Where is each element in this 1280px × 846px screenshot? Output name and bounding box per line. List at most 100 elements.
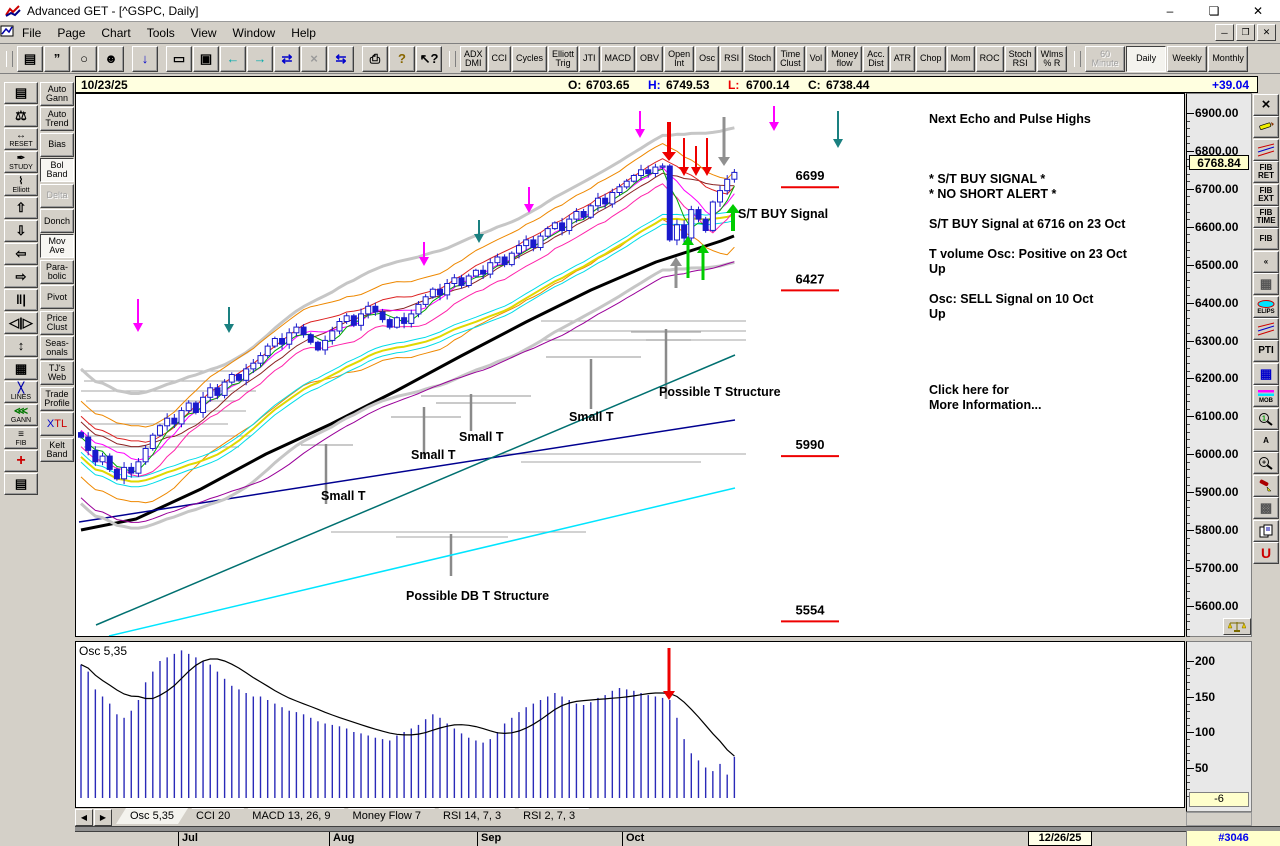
menu-file[interactable]: File bbox=[22, 25, 42, 40]
study-seas-onals[interactable]: Seas- onals bbox=[40, 336, 74, 360]
study-mov-ave[interactable]: Mov Ave bbox=[40, 234, 74, 259]
tab-cci-20[interactable]: CCI 20 bbox=[182, 808, 244, 824]
indicator-money-flow[interactable]: Money flow bbox=[827, 45, 863, 72]
magnet-button[interactable]: U bbox=[1253, 542, 1279, 564]
quotes-icon[interactable]: ” bbox=[44, 45, 70, 72]
menu-tools[interactable]: Tools bbox=[146, 25, 175, 40]
fib-extension-button[interactable]: FIB EXT bbox=[1253, 183, 1279, 206]
pages-icon[interactable] bbox=[1253, 519, 1279, 542]
indicator-macd[interactable]: MACD bbox=[600, 45, 636, 72]
fib-time-button[interactable]: FIB TIME bbox=[1253, 206, 1279, 228]
grid-icon[interactable]: ▦ bbox=[4, 358, 38, 380]
fib-circle-button[interactable]: FIB bbox=[1253, 228, 1279, 251]
save-page-icon[interactable]: ▣ bbox=[193, 45, 219, 72]
zoom-in-icon[interactable]: + bbox=[1253, 452, 1279, 475]
tab-osc-5-35[interactable]: Osc 5,35 bbox=[116, 808, 188, 824]
study-auto-trend[interactable]: Auto Trend bbox=[40, 107, 74, 132]
grid-blue-icon[interactable]: ▦ bbox=[1253, 362, 1279, 385]
period-monthly[interactable]: Monthly bbox=[1208, 45, 1249, 72]
mob-button[interactable]: MOB bbox=[1253, 385, 1279, 408]
arrow-fan-icon[interactable]: « bbox=[1253, 250, 1279, 273]
tab-macd-13-26-9[interactable]: MACD 13, 26, 9 bbox=[238, 808, 344, 824]
indicator-wlms-r[interactable]: Wlms % R bbox=[1036, 45, 1068, 72]
arrow-right-icon[interactable]: ⇨ bbox=[4, 266, 38, 288]
indicator-chop[interactable]: Chop bbox=[916, 45, 946, 72]
expand-horizontal-icon[interactable]: ◁|▷ bbox=[4, 312, 38, 334]
grid-gray-icon[interactable]: ▦ bbox=[1253, 273, 1279, 296]
fib-retracement-button[interactable]: FIB RET bbox=[1253, 161, 1279, 184]
new-page-icon[interactable]: ▭ bbox=[166, 45, 192, 72]
elliott-icon[interactable]: ⌇ Elliott bbox=[4, 174, 38, 196]
indicator-elliott-trig[interactable]: Elliott Trig bbox=[548, 45, 579, 72]
reset-icon[interactable]: ↔ RESET bbox=[4, 128, 38, 150]
pencil-icon[interactable] bbox=[1253, 116, 1279, 139]
indicator-obv[interactable]: OBV bbox=[636, 45, 664, 72]
study-bol-band[interactable]: Bol Band bbox=[40, 158, 74, 183]
child-window-icon[interactable] bbox=[0, 25, 14, 40]
tab-money-flow-7[interactable]: Money Flow 7 bbox=[339, 808, 435, 824]
bar-spacing-icon[interactable]: ‖| bbox=[4, 289, 38, 311]
indicator-osc[interactable]: Osc bbox=[695, 45, 720, 72]
ellipse-button[interactable]: ELIPS bbox=[1253, 295, 1279, 318]
tab-scroll-left-button[interactable]: ◀ bbox=[75, 809, 93, 826]
close-button[interactable]: ✕ bbox=[1252, 3, 1264, 18]
indicator-atr[interactable]: ATR bbox=[889, 45, 916, 72]
fan-lines-icon[interactable] bbox=[1253, 318, 1279, 340]
download-icon[interactable]: ↓ bbox=[132, 45, 158, 72]
indicator-time-clust[interactable]: Time Clust bbox=[776, 45, 805, 72]
close-icon[interactable]: × bbox=[1253, 94, 1279, 116]
fib-icon[interactable]: ≡ FIB bbox=[4, 427, 38, 449]
child-minimize-button[interactable]: ─ bbox=[1215, 24, 1234, 41]
child-close-button[interactable]: ✕ bbox=[1257, 24, 1276, 41]
study-pivot[interactable]: Pivot bbox=[40, 285, 74, 310]
indicator-rsi[interactable]: RSI bbox=[720, 45, 744, 72]
menu-view[interactable]: View bbox=[190, 25, 217, 40]
menu-window[interactable]: Window bbox=[232, 25, 276, 40]
price-chart[interactable]: 6699 6427 5990 5554 Small T Small T Small T Sma… bbox=[75, 93, 1185, 637]
study-xtl[interactable]: XTL bbox=[40, 412, 74, 437]
study-kelt-band[interactable]: Kelt Band bbox=[40, 437, 74, 462]
indicator-open-int[interactable]: Open Int bbox=[664, 45, 695, 72]
zoom-icon[interactable]: ○ bbox=[71, 45, 97, 72]
marker-icon[interactable] bbox=[1253, 474, 1279, 497]
trendlines-icon[interactable] bbox=[1253, 138, 1279, 161]
indicator-roc[interactable]: ROC bbox=[975, 45, 1004, 72]
lines-icon[interactable]: ╳ LINES bbox=[4, 381, 38, 403]
indicator-cci[interactable]: CCI bbox=[487, 45, 512, 72]
study-bias[interactable]: Bias bbox=[40, 132, 74, 157]
period-daily[interactable]: Daily bbox=[1126, 45, 1167, 72]
study-icon[interactable]: ✒ STUDY bbox=[4, 151, 38, 173]
pti-button[interactable]: PTI bbox=[1253, 340, 1279, 363]
next-page-icon[interactable]: → bbox=[247, 45, 273, 72]
indicator-stoch[interactable]: Stoch bbox=[744, 45, 776, 72]
tab-rsi-2-7-3[interactable]: RSI 2, 7, 3 bbox=[509, 808, 589, 824]
menu-page[interactable]: Page bbox=[57, 25, 86, 40]
study-donch[interactable]: Donch bbox=[40, 209, 74, 233]
oscillator-panel[interactable]: Osc 5,35 bbox=[75, 641, 1185, 808]
print-icon[interactable]: ⎙ bbox=[362, 45, 388, 72]
study-auto-gann[interactable]: Auto Gann bbox=[40, 82, 74, 106]
navigation-date[interactable]: 12/26/25 bbox=[1028, 831, 1092, 846]
child-restore-button[interactable]: ❐ bbox=[1236, 24, 1255, 41]
trainer-icon[interactable]: ☻ bbox=[98, 45, 124, 72]
refresh-page-icon[interactable]: ⇄ bbox=[274, 45, 300, 72]
indicator-jti[interactable]: JTI bbox=[579, 45, 600, 72]
study-trade-profile[interactable]: Trade Profile bbox=[40, 386, 74, 411]
more-information-link[interactable]: More Information... bbox=[929, 398, 1042, 412]
context-help-icon[interactable]: ↖? bbox=[416, 45, 442, 72]
indicator-cycles[interactable]: Cycles bbox=[512, 45, 548, 72]
indicator-acc-dist[interactable]: Acc. Dist bbox=[863, 45, 889, 72]
transfer-page-icon[interactable]: ⇆ bbox=[328, 45, 354, 72]
more-information-link[interactable]: Click here for bbox=[929, 383, 1009, 397]
open-chart-icon[interactable]: ▤ bbox=[4, 82, 38, 104]
scale-settings-button[interactable] bbox=[1223, 618, 1251, 635]
prev-page-icon[interactable]: ← bbox=[220, 45, 246, 72]
restore-button[interactable]: ❏ bbox=[1208, 3, 1220, 18]
indicator-vol[interactable]: Vol bbox=[805, 45, 827, 72]
minimize-button[interactable]: – bbox=[1166, 3, 1174, 18]
text-tool-button[interactable]: A bbox=[1253, 430, 1279, 452]
horizontal-scrollbar[interactable] bbox=[75, 826, 1280, 832]
gann-icon[interactable]: ⋘ GANN bbox=[4, 404, 38, 426]
study-tj-s-web[interactable]: TJ's Web bbox=[40, 361, 74, 386]
menu-help[interactable]: Help bbox=[291, 25, 316, 40]
